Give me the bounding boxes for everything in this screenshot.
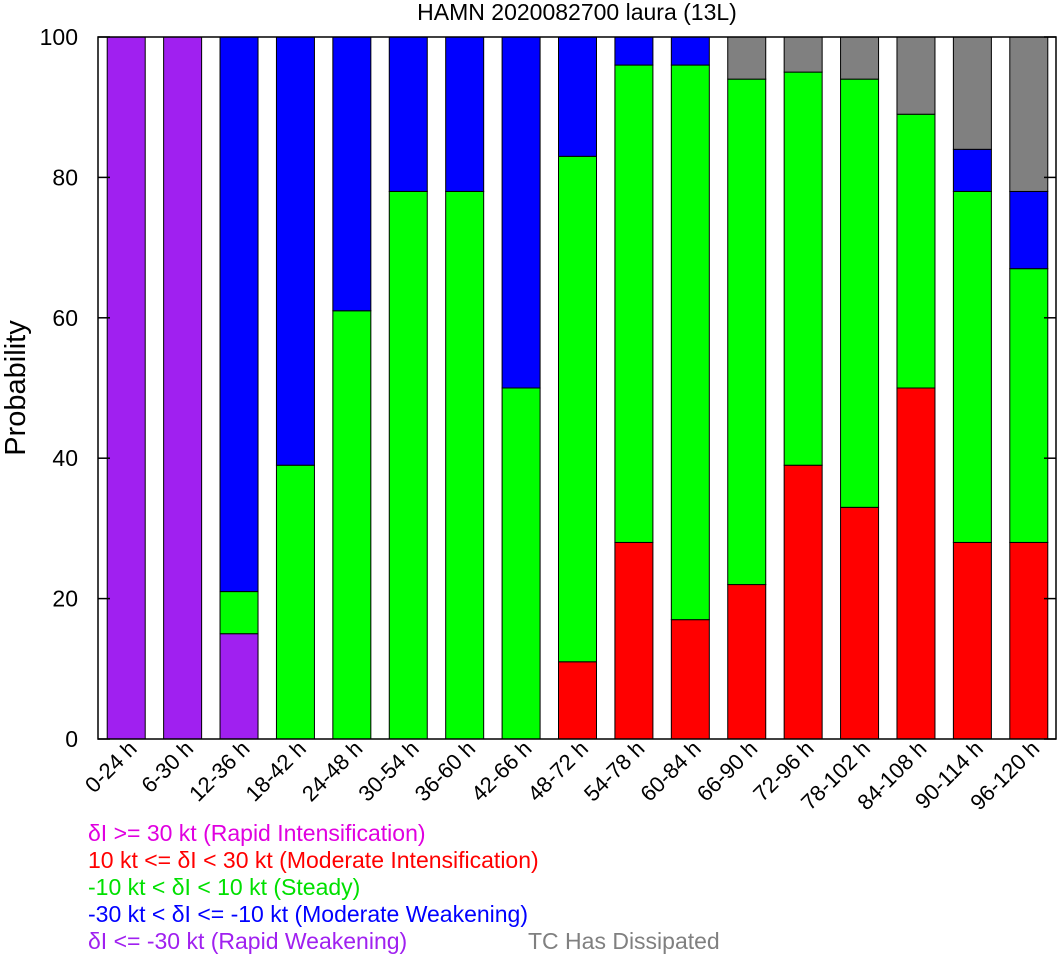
- x-tick-label: 12-36 h: [184, 736, 254, 806]
- bar-segment-mi-16: [1009, 541, 1049, 740]
- bar-segment-mw-4: [332, 36, 372, 312]
- bar-segment-st-10: [670, 64, 710, 621]
- bar-segment-st-5: [388, 190, 428, 740]
- legend-rapid-intensification: δI >= 30 kt (Rapid Intensification): [88, 820, 426, 846]
- bar-segment-mw-2: [219, 36, 259, 593]
- legend-steady: -10 kt < δI < 10 kt (Steady): [88, 874, 361, 900]
- x-tick-label: 36-60 h: [410, 736, 480, 806]
- bar-segment-mw-15: [952, 148, 992, 192]
- legend-rapid-weakening: δI <= -30 kt (Rapid Weakening): [88, 928, 408, 954]
- legend: δI >= 30 kt (Rapid Intensification) 10 k…: [88, 820, 539, 955]
- bar-segment-dis-16: [1009, 36, 1049, 192]
- y-tick-label: 80: [52, 164, 78, 190]
- bar-segment-mw-9: [614, 36, 654, 66]
- bars-group: [106, 36, 1049, 740]
- legend-moderate-weakening: -30 kt < δI <= -10 kt (Moderate Weakenin…: [88, 901, 529, 927]
- bar-segment-mw-8: [558, 36, 597, 157]
- x-tick-label: 0-24 h: [80, 736, 142, 798]
- bar-segment-rw-2: [219, 633, 259, 740]
- x-tick-label: 66-90 h: [692, 736, 762, 806]
- bar-segment-st-11: [727, 78, 767, 586]
- bar-segment-rw-1: [163, 36, 203, 740]
- bar-segment-dis-11: [727, 36, 767, 80]
- y-tick-label: 40: [52, 445, 78, 471]
- x-tick-label: 54-78 h: [579, 736, 649, 806]
- bar-segment-mw-5: [388, 36, 428, 192]
- bar-segment-mi-15: [952, 541, 992, 740]
- chart-title: HAMN 2020082700 laura (13L): [417, 0, 737, 25]
- bar-segment-dis-13: [840, 36, 880, 80]
- bar-segment-st-3: [275, 464, 315, 740]
- bar-segment-mw-3: [275, 36, 315, 466]
- bar-segment-st-14: [896, 113, 936, 389]
- y-tick-label: 60: [52, 305, 78, 331]
- bar-segment-mi-9: [614, 541, 654, 740]
- bar-segment-st-12: [783, 71, 823, 466]
- y-tick-label: 20: [52, 586, 78, 612]
- legend-moderate-intensification: 10 kt <= δI < 30 kt (Moderate Intensific…: [88, 847, 539, 873]
- bar-segment-dis-14: [896, 36, 936, 115]
- x-tick-label: 24-48 h: [297, 736, 367, 806]
- bar-segment-dis-12: [783, 36, 823, 73]
- bar-segment-mw-6: [445, 36, 485, 192]
- bar-segment-mi-13: [840, 506, 880, 740]
- bar-segment-st-16: [1009, 268, 1049, 543]
- bar-segment-st-13: [840, 78, 880, 508]
- y-tick-label: 0: [65, 726, 78, 752]
- bar-segment-mi-10: [670, 619, 710, 740]
- plot-frame: [97, 36, 1057, 740]
- bar-segment-st-9: [614, 64, 654, 543]
- x-tick-label: 48-72 h: [523, 736, 593, 806]
- bar-segment-st-7: [501, 387, 541, 740]
- bar-segment-st-8: [558, 155, 597, 663]
- bar-segment-mi-12: [783, 464, 823, 740]
- y-tick-label: 100: [40, 24, 78, 50]
- x-tick-label: 42-66 h: [466, 736, 536, 806]
- bar-segment-mw-16: [1009, 190, 1049, 270]
- bar-segment-mw-7: [501, 36, 541, 389]
- bar-segment-st-2: [219, 591, 259, 635]
- bar-segment-st-6: [445, 190, 485, 740]
- bar-segment-st-15: [952, 190, 992, 543]
- bar-segment-mi-8: [558, 661, 597, 740]
- x-tick-label: 18-42 h: [241, 736, 311, 806]
- x-tick-label: 60-84 h: [635, 736, 705, 806]
- bar-segment-mi-14: [896, 387, 936, 740]
- legend-tc-dissipated: TC Has Dissipated: [528, 928, 720, 954]
- bar-segment-rw-0: [106, 36, 146, 740]
- bar-segment-dis-15: [952, 36, 992, 150]
- y-axis-label: Probability: [0, 320, 32, 456]
- bar-segment-mw-10: [670, 36, 710, 66]
- x-tick-label: 30-54 h: [353, 736, 423, 806]
- bar-segment-st-4: [332, 310, 372, 740]
- bar-segment-mi-11: [727, 584, 767, 740]
